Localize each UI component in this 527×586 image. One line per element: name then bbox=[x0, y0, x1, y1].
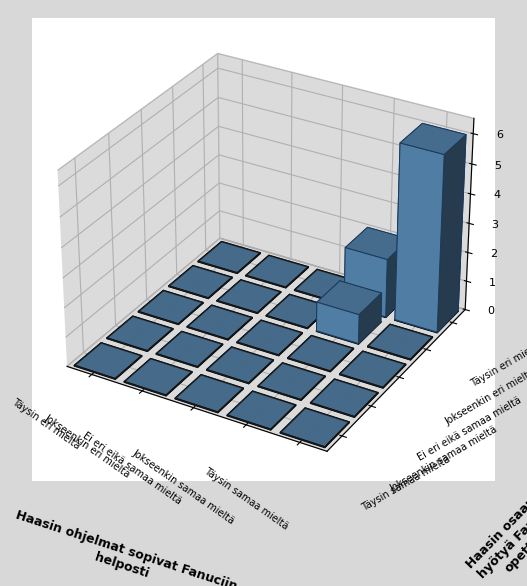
X-axis label: Haasin ohjelmat sopivat Fanuciin
helposti: Haasin ohjelmat sopivat Fanuciin helpost… bbox=[9, 509, 239, 586]
Y-axis label: Haasin osaamisesta on
hyötyä Fanucin käytön
opettelemisessa: Haasin osaamisesta on hyötyä Fanucin käy… bbox=[464, 447, 527, 586]
